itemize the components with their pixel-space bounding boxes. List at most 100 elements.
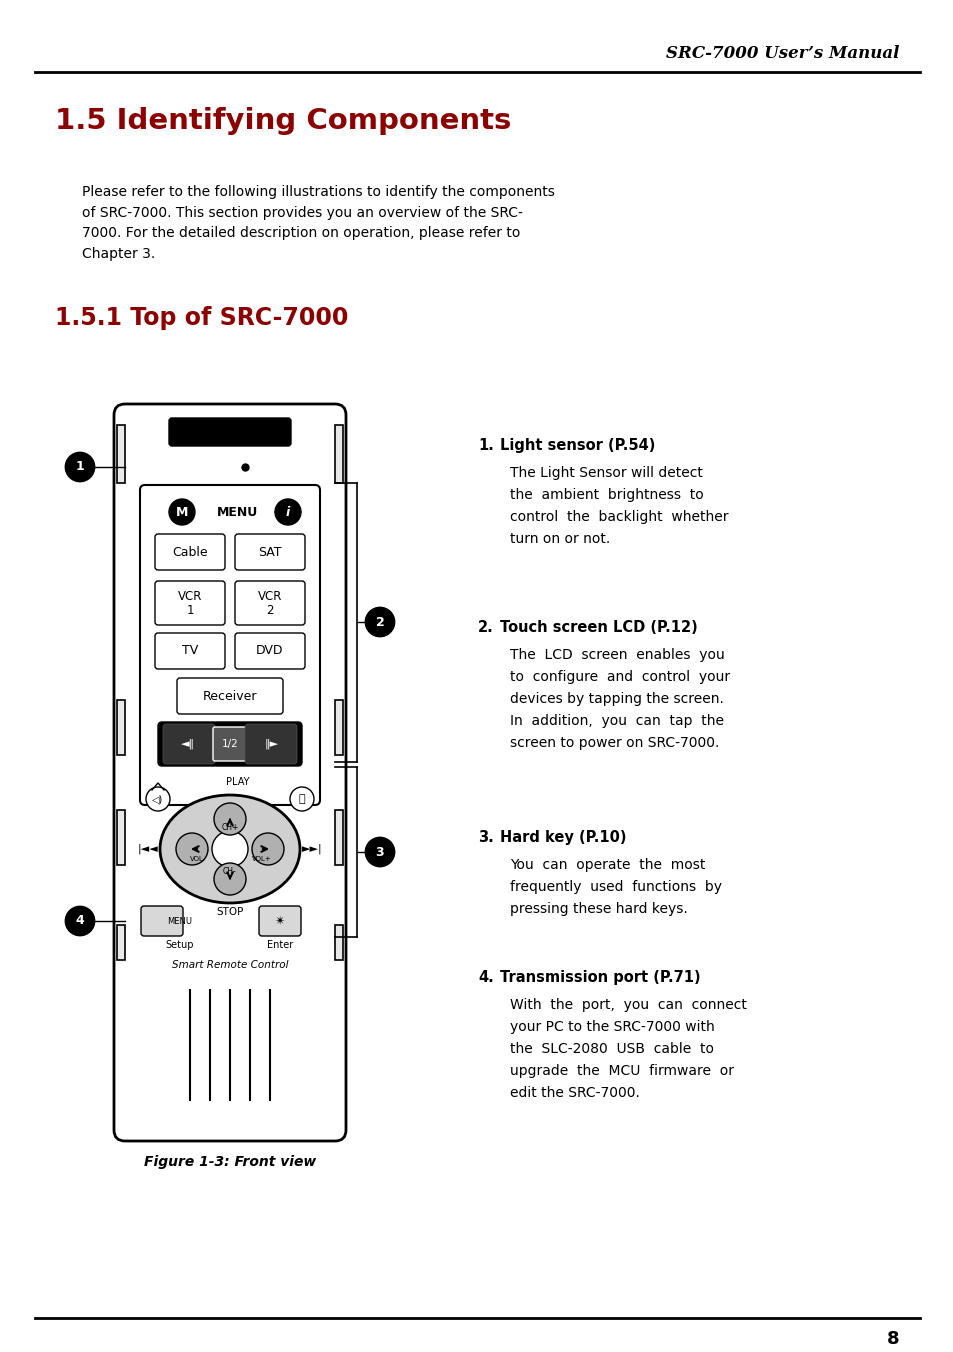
FancyBboxPatch shape [234,633,305,669]
Text: devices by tapping the screen.: devices by tapping the screen. [510,692,723,706]
Text: VOL+: VOL+ [252,856,272,863]
Text: CH-: CH- [223,867,236,876]
FancyBboxPatch shape [117,925,125,960]
Text: The Light Sensor will detect: The Light Sensor will detect [510,466,702,480]
Text: Touch screen LCD (P.12): Touch screen LCD (P.12) [499,621,697,635]
FancyBboxPatch shape [117,810,125,865]
Text: DVD: DVD [256,645,283,657]
Text: SAT: SAT [258,545,281,558]
Text: 8: 8 [886,1330,899,1348]
Text: Setup: Setup [166,940,194,950]
FancyBboxPatch shape [154,581,225,625]
Text: turn on or not.: turn on or not. [510,531,610,546]
Circle shape [290,787,314,811]
FancyBboxPatch shape [154,633,225,669]
Circle shape [66,453,94,481]
Text: 1.: 1. [477,438,494,453]
Text: Smart Remote Control: Smart Remote Control [172,960,288,969]
Text: frequently  used  functions  by: frequently used functions by [510,880,721,894]
Text: MENU: MENU [168,917,193,926]
Text: Enter: Enter [267,940,293,950]
Text: M: M [175,506,188,519]
FancyBboxPatch shape [234,534,305,571]
FancyBboxPatch shape [163,725,214,764]
Text: TV: TV [182,645,198,657]
FancyBboxPatch shape [154,534,225,571]
Text: Please refer to the following illustrations to identify the components
of SRC-70: Please refer to the following illustrati… [82,185,555,261]
Text: Transmission port (P.71): Transmission port (P.71) [499,969,700,986]
Circle shape [252,833,284,865]
Text: CH+: CH+ [221,822,238,831]
Text: to  configure  and  control  your: to configure and control your [510,671,729,684]
Text: In  addition,  you  can  tap  the: In addition, you can tap the [510,714,723,727]
Circle shape [66,907,94,936]
Circle shape [213,863,246,895]
FancyBboxPatch shape [169,418,291,446]
FancyBboxPatch shape [177,677,283,714]
FancyBboxPatch shape [158,722,302,767]
FancyBboxPatch shape [141,906,183,936]
FancyBboxPatch shape [335,810,343,865]
Text: You  can  operate  the  most: You can operate the most [510,859,704,872]
Text: 1/2: 1/2 [221,740,238,749]
Text: Figure 1-3: Front view: Figure 1-3: Front view [144,1155,315,1169]
Text: the  ambient  brightness  to: the ambient brightness to [510,488,703,502]
Text: ✴: ✴ [274,914,285,927]
Text: screen to power on SRC-7000.: screen to power on SRC-7000. [510,735,719,750]
Text: MENU: MENU [217,506,258,519]
Circle shape [146,787,170,811]
Text: PLAY: PLAY [226,777,250,787]
FancyBboxPatch shape [335,925,343,960]
FancyBboxPatch shape [234,581,305,625]
Text: Receiver: Receiver [203,690,257,703]
Text: i: i [286,506,290,519]
Text: The  LCD  screen  enables  you: The LCD screen enables you [510,648,724,662]
Text: With  the  port,  you  can  connect: With the port, you can connect [510,998,746,1013]
Text: |◄◄: |◄◄ [137,844,158,854]
Text: control  the  backlight  whether: control the backlight whether [510,510,728,525]
Circle shape [175,833,208,865]
FancyBboxPatch shape [245,725,296,764]
FancyBboxPatch shape [113,404,346,1141]
FancyBboxPatch shape [140,485,319,804]
Text: 1.5.1 Top of SRC-7000: 1.5.1 Top of SRC-7000 [55,306,348,330]
FancyBboxPatch shape [335,425,343,483]
Text: VCR
2: VCR 2 [257,589,282,617]
Text: 3.: 3. [477,830,494,845]
Text: ‖►: ‖► [265,738,278,749]
Text: pressing these hard keys.: pressing these hard keys. [510,902,687,917]
FancyBboxPatch shape [335,700,343,754]
Text: Light sensor (P.54): Light sensor (P.54) [499,438,655,453]
Circle shape [366,608,394,635]
Circle shape [274,499,301,525]
Text: your PC to the SRC-7000 with: your PC to the SRC-7000 with [510,1019,714,1034]
Circle shape [213,803,246,836]
Ellipse shape [212,831,248,867]
Text: upgrade  the  MCU  firmware  or: upgrade the MCU firmware or [510,1064,733,1078]
Text: 4.: 4. [477,969,494,986]
Text: Hard key (P.10): Hard key (P.10) [499,830,626,845]
FancyBboxPatch shape [258,906,301,936]
Text: edit the SRC-7000.: edit the SRC-7000. [510,1086,639,1101]
FancyBboxPatch shape [117,425,125,483]
Text: 4: 4 [75,914,84,927]
Text: VCR
1: VCR 1 [177,589,202,617]
FancyBboxPatch shape [213,727,247,761]
Circle shape [169,499,194,525]
Ellipse shape [160,795,299,903]
Text: ►►|: ►►| [301,844,322,854]
Text: VOL-: VOL- [190,856,206,863]
Text: 1: 1 [75,461,84,473]
Circle shape [366,838,394,867]
FancyBboxPatch shape [117,700,125,754]
Text: 2: 2 [375,615,384,629]
Text: 3: 3 [375,845,384,859]
Text: the  SLC-2080  USB  cable  to: the SLC-2080 USB cable to [510,1042,713,1056]
Text: ⏻: ⏻ [298,794,305,804]
Text: SRC-7000 User’s Manual: SRC-7000 User’s Manual [666,45,899,62]
Text: 1.5 Identifying Components: 1.5 Identifying Components [55,107,511,135]
Text: 2.: 2. [477,621,494,635]
Text: Cable: Cable [172,545,208,558]
Text: STOP: STOP [216,907,243,917]
Text: ◄‖: ◄‖ [181,738,194,749]
